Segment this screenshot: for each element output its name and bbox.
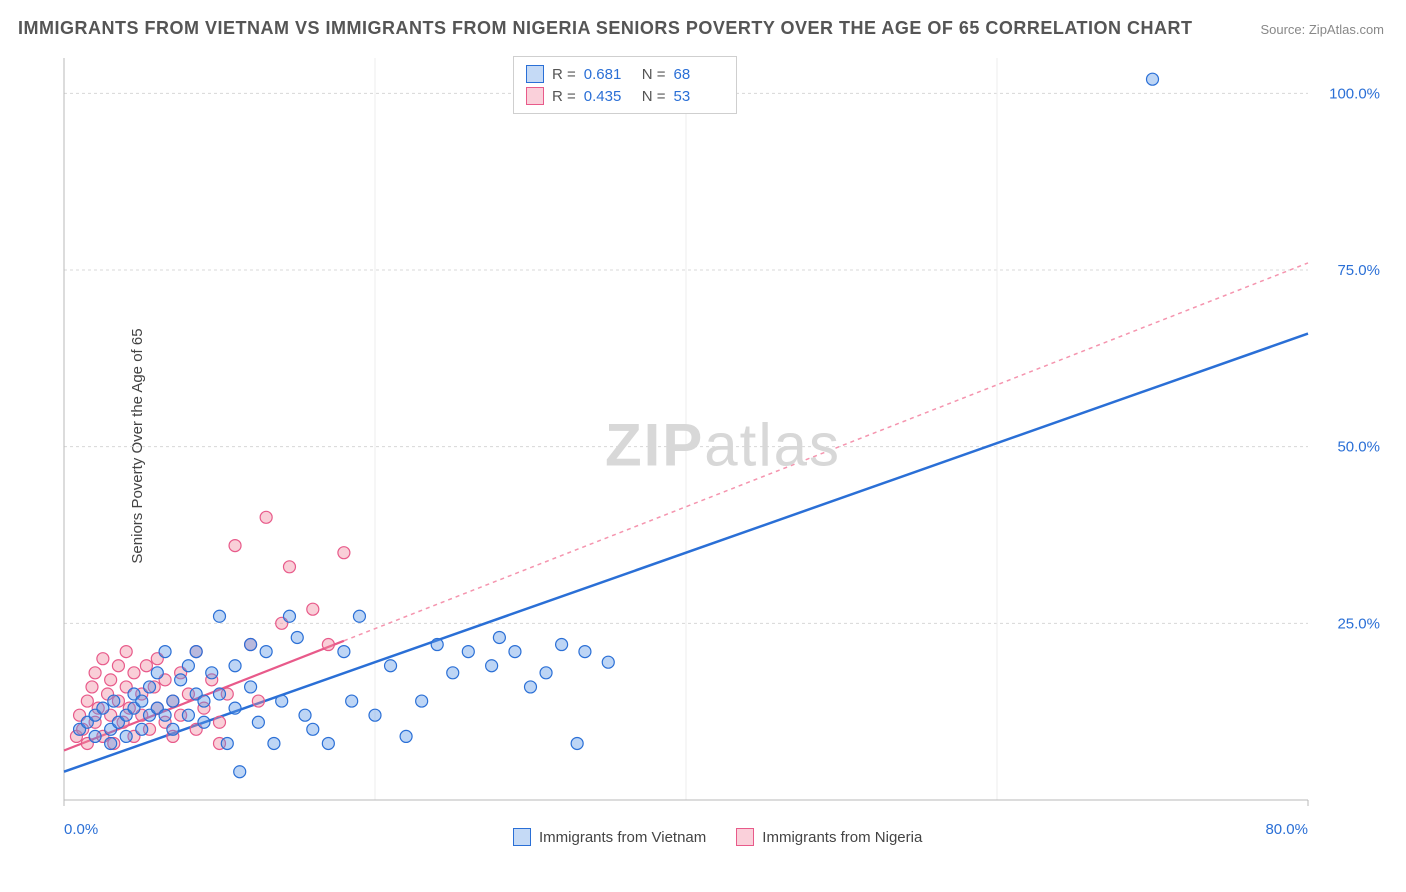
svg-text:100.0%: 100.0%: [1329, 85, 1380, 102]
swatch-icon: [526, 65, 544, 83]
series-legend: Immigrants from Vietnam Immigrants from …: [513, 828, 922, 846]
svg-text:80.0%: 80.0%: [1265, 821, 1308, 838]
stats-row-vietnam: R = 0.681 N = 68: [526, 63, 724, 85]
r-label: R =: [552, 88, 576, 105]
legend-item-vietnam: Immigrants from Vietnam: [513, 828, 706, 846]
n-value-vietnam: 68: [674, 66, 724, 83]
svg-text:0.0%: 0.0%: [64, 821, 98, 838]
svg-text:25.0%: 25.0%: [1337, 615, 1380, 632]
n-label: N =: [642, 88, 666, 105]
stats-legend: R = 0.681 N = 68 R = 0.435 N = 53: [513, 56, 737, 114]
legend-item-nigeria: Immigrants from Nigeria: [736, 828, 922, 846]
swatch-icon: [736, 828, 754, 846]
r-value-vietnam: 0.681: [584, 66, 634, 83]
svg-text:50.0%: 50.0%: [1337, 439, 1380, 456]
swatch-icon: [526, 87, 544, 105]
scatter-chart: 25.0% 50.0% 75.0% 100.0% 0.0% 80.0%: [58, 50, 1388, 840]
legend-label-vietnam: Immigrants from Vietnam: [539, 829, 706, 846]
plot-area: 25.0%50.0%75.0%100.0%0.0%80.0% ZIPatlas …: [58, 50, 1388, 840]
r-label: R =: [552, 66, 576, 83]
svg-text:75.0%: 75.0%: [1337, 262, 1380, 279]
swatch-icon: [513, 828, 531, 846]
legend-label-nigeria: Immigrants from Nigeria: [762, 829, 922, 846]
chart-title: IMMIGRANTS FROM VIETNAM VS IMMIGRANTS FR…: [18, 18, 1193, 39]
stats-row-nigeria: R = 0.435 N = 53: [526, 85, 724, 107]
n-value-nigeria: 53: [674, 88, 724, 105]
source-label: Source: ZipAtlas.com: [1260, 22, 1384, 37]
n-label: N =: [642, 66, 666, 83]
r-value-nigeria: 0.435: [584, 88, 634, 105]
